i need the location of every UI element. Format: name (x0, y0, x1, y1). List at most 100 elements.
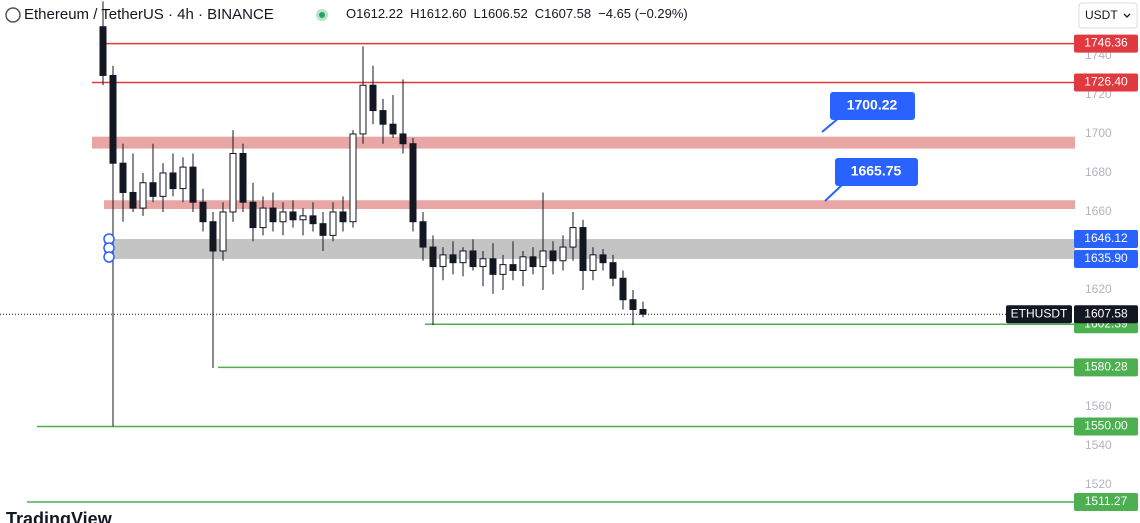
y-tick-label: 1620 (1085, 282, 1112, 296)
candle-body (349, 133, 357, 223)
y-tick-label: 1520 (1085, 477, 1112, 491)
candle-body (419, 221, 427, 248)
price-label-box (1074, 417, 1138, 436)
candle-body (159, 172, 167, 197)
price-label-box (1074, 73, 1138, 92)
candle-body (469, 250, 477, 268)
candle-body (539, 250, 547, 268)
candle-body (269, 207, 277, 223)
candle-body (259, 207, 267, 229)
chart-title: Ethereum / TetherUS · 4h · BINANCE (24, 6, 274, 23)
last-price-box (1074, 305, 1138, 324)
callout-text: 1700.22 (847, 97, 898, 113)
candle-body (519, 256, 527, 271)
candle-body (339, 211, 347, 223)
candle-body (589, 254, 597, 271)
last-price-label: 1607.58 (1084, 306, 1128, 320)
ohlc-value: 1606.52 (481, 6, 528, 21)
callout-pointer (824, 183, 844, 202)
candle-body (289, 211, 297, 221)
candle-body (559, 246, 567, 262)
candle-body (409, 143, 417, 223)
ohlc-value: 1607.58 (544, 6, 591, 21)
price-label: 1511.27 (1085, 494, 1128, 508)
plot: 1740172017001680166016201560154015201746… (0, 1, 1138, 511)
candle-body (569, 227, 577, 248)
candle-body (639, 308, 647, 315)
candle-body (579, 227, 587, 271)
candle-body (449, 254, 457, 264)
candle-body (209, 221, 217, 252)
candle-body (299, 215, 307, 221)
y-tick-label: 1660 (1085, 204, 1112, 218)
candle-body (359, 84, 367, 135)
currency-text[interactable]: USDT (1085, 8, 1118, 22)
ohlc-letter: L (474, 6, 481, 21)
price-label: 1726.40 (1084, 75, 1128, 89)
price-label-box (1074, 249, 1138, 268)
zone (92, 136, 1075, 149)
price-label: 1635.90 (1084, 251, 1128, 265)
candle-body (129, 191, 137, 209)
symbol-label: ETHUSDT (1011, 306, 1068, 320)
y-tick-label: 1540 (1085, 438, 1112, 452)
callout-box (830, 92, 915, 120)
ohlc-letter: H (410, 6, 419, 21)
zone (104, 200, 1075, 210)
candle-body (239, 152, 247, 203)
chevron[interactable] (1123, 13, 1131, 18)
candle-body (549, 250, 557, 262)
candle-body (189, 166, 197, 203)
candle-body (609, 262, 617, 279)
currency-button[interactable]: USDT (1078, 2, 1138, 29)
candle-body (629, 299, 637, 310)
candle-body (509, 264, 517, 271)
candle-body (119, 162, 127, 193)
price-label: 1746.36 (1084, 36, 1128, 50)
price-label-box (1074, 34, 1138, 53)
candle-body (329, 211, 337, 236)
candle-body (599, 254, 607, 264)
callout-box (835, 158, 918, 186)
currency-box[interactable] (1078, 2, 1138, 29)
callout-text: 1665.75 (851, 163, 902, 179)
candle-body (179, 166, 187, 190)
price-label-box (1074, 492, 1138, 511)
candle-body (319, 223, 327, 236)
status-dot-inner (319, 12, 325, 18)
candle-body (169, 172, 177, 190)
header: Ethereum / TetherUS · 4h · BINANCE O 1612… (5, 6, 688, 23)
candle-body (219, 211, 227, 252)
candle-body (149, 182, 157, 197)
watermark: TradingView (6, 509, 113, 523)
ohlc-value: 1612.60 (420, 6, 467, 21)
drawing-handles (103, 233, 115, 263)
candle-body (199, 201, 207, 223)
candle-body (529, 256, 537, 268)
candle-body (379, 110, 387, 125)
candle-body (389, 123, 397, 135)
symbol-box (1006, 305, 1072, 324)
y-tick-label: 1560 (1085, 399, 1112, 413)
candle-body (229, 152, 237, 213)
candle-body (99, 26, 107, 76)
candle-body (479, 258, 487, 268)
logo (5, 7, 21, 23)
price-label-box (1074, 358, 1138, 377)
ohlc: O1612.22 H1612.60 L1606.52 C1607.58 −4.65 (−… (346, 6, 688, 21)
price-label: 1550.00 (1084, 419, 1128, 433)
candle-body (619, 277, 627, 301)
handle (103, 251, 115, 263)
candle-body (489, 258, 497, 275)
price-label: 1646.12 (1084, 231, 1128, 245)
ohlc-letter: O (346, 6, 356, 21)
callout: 1665.75 (824, 158, 918, 202)
candle-body (369, 84, 377, 112)
candle-body (139, 182, 147, 209)
price-label: 1580.28 (1084, 360, 1128, 374)
y-tick-label: 1700 (1085, 126, 1112, 140)
candle-body (249, 201, 257, 229)
candle-body (499, 264, 507, 275)
ohlc-change: −4.65 (−0.29%) (598, 6, 688, 21)
